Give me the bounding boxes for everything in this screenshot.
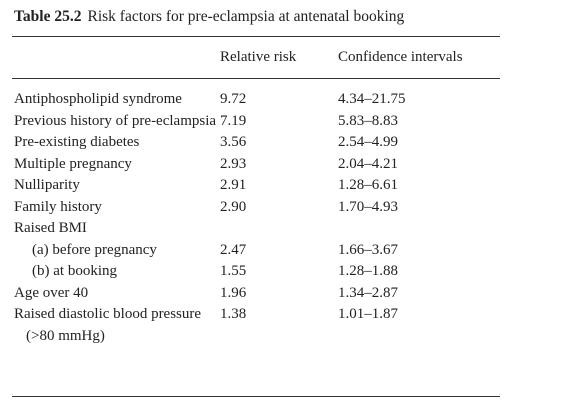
- row: Raised BMI: [0, 218, 581, 240]
- row: Previous history of pre-eclampsia 7.19 5.8…: [0, 111, 581, 133]
- row-label: Antiphospholipid syndrome: [14, 91, 182, 107]
- row-label: Nulliparity: [14, 177, 80, 193]
- cell: 3.56: [220, 134, 247, 150]
- cell: 5.83–8.83: [338, 112, 398, 129]
- row-label: Pre-existing diabetes: [14, 134, 140, 150]
- row: Raised diastolic blood pressure (>80 mmH…: [0, 304, 581, 347]
- cell: 7.19: [220, 112, 247, 129]
- table-title: Risk factors for pre-eclampsia at antena…: [87, 8, 405, 25]
- column-header: Confidence intervals: [338, 49, 463, 65]
- header-rule: [12, 78, 500, 79]
- row-label: Multiple pregnancy: [14, 155, 132, 172]
- column-header: Relative risk: [220, 49, 297, 65]
- cell: 2.91: [220, 177, 247, 193]
- cell: 1.01–1.87: [338, 306, 398, 322]
- row: Pre-existing diabetes 3.56 2.54–4.99: [0, 132, 581, 154]
- top-rule: [12, 36, 500, 37]
- cell: 9.72: [220, 91, 247, 107]
- cell: 1.96: [220, 284, 247, 301]
- cell: 1.55: [220, 263, 247, 279]
- sub-row: (b) at booking 1.55 1.28–1.88: [0, 261, 581, 283]
- cell: 4.34–21.75: [338, 91, 406, 107]
- row: Age over 40 1.96 1.34–2.87: [0, 283, 581, 305]
- header-row: Relative risk Confidence intervals: [0, 46, 581, 68]
- cell: 1.28–6.61: [338, 177, 398, 193]
- row-label: Raised BMI: [14, 220, 87, 236]
- cell: 1.66–3.67: [338, 241, 398, 258]
- cell: 2.47: [220, 241, 247, 258]
- cell: 2.04–4.21: [338, 155, 398, 172]
- cell: 2.93: [220, 155, 247, 172]
- row: Antiphospholipid syndrome 9.72 4.34–21.75: [0, 89, 581, 111]
- row-label: Family history: [14, 198, 102, 215]
- table-caption: Table 25.2 Risk factors for pre-eclampsia…: [14, 8, 404, 26]
- row-label: (b) at booking: [32, 263, 117, 279]
- row: Multiple pregnancy 2.93 2.04–4.21: [0, 154, 581, 176]
- row: Nulliparity 2.91 1.28–6.61: [0, 175, 581, 197]
- table-number: Table 25.2: [14, 8, 82, 25]
- bottom-rule: [12, 396, 500, 397]
- row-label: Raised diastolic blood pressure (>80 mmH…: [14, 306, 202, 344]
- cell: 2.90: [220, 198, 247, 215]
- cell: 1.34–2.87: [338, 284, 398, 301]
- row: Family history 2.90 1.70–4.93: [0, 197, 581, 219]
- table-body: Antiphospholipid syndrome 9.72 4.34–21.75 P…: [0, 89, 581, 347]
- row-label: Previous history of pre-eclampsia: [14, 112, 217, 129]
- cell: 2.54–4.99: [338, 134, 398, 150]
- cell: 1.70–4.93: [338, 198, 398, 215]
- sub-row: (a) before pregnancy 2.47 1.66–3.67: [0, 240, 581, 262]
- cell: 1.38: [220, 306, 247, 322]
- row-label: (a) before pregnancy: [32, 241, 157, 258]
- cell: 1.28–1.88: [338, 263, 398, 279]
- row-label: Age over 40: [14, 284, 89, 301]
